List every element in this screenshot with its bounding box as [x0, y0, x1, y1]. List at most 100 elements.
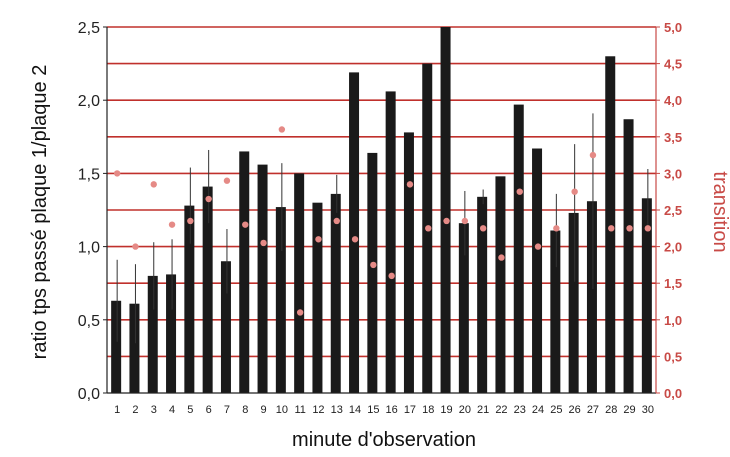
- bar: [239, 151, 250, 393]
- left-tick-label: 1,0: [78, 240, 100, 257]
- x-tick-label: 19: [440, 404, 452, 416]
- x-tick-label: 9: [260, 404, 266, 416]
- transition-point: [168, 221, 176, 228]
- x-tick-label: 10: [276, 404, 288, 416]
- x-tick-label: 23: [514, 404, 526, 416]
- bar: [605, 56, 616, 393]
- bar: [275, 207, 286, 393]
- right-tick-label: 0,5: [664, 349, 682, 364]
- y-axis-right-label: transition: [709, 171, 730, 252]
- transition-point: [223, 177, 231, 184]
- transition-point: [242, 221, 249, 228]
- x-tick-label: 30: [642, 404, 654, 416]
- bar: [184, 205, 195, 393]
- y-axis-left-label: ratio tps passé plaque 1/plaque 2: [29, 65, 51, 360]
- transition-point: [425, 225, 432, 232]
- bar: [440, 27, 451, 393]
- bar: [257, 164, 268, 393]
- x-tick-labels: 1 2 3 4 5 6 7 8 9 10 11 12 13 14 15 16 17 18 19 20 21 22 23 24 2…: [114, 404, 654, 416]
- transition-point: [315, 236, 322, 243]
- transition-points: [113, 126, 652, 316]
- bar: [220, 261, 231, 393]
- x-tick-label: 14: [349, 404, 361, 416]
- right-tick-label: 3,0: [664, 166, 682, 181]
- x-tick-label: 15: [367, 404, 379, 416]
- right-tick-labels: 0,0 0,5 1,0 1,5 2,0 2,5 3,0 3,5 4,0 4,5 5,0: [656, 20, 682, 401]
- left-tick-labels: 0,0 0,5 1,0 1,5 2,0 2,5: [78, 20, 107, 403]
- transition-point: [132, 243, 139, 250]
- x-tick-label: 2: [132, 404, 138, 416]
- bar: [568, 212, 579, 393]
- right-tick-label: 4,0: [664, 93, 682, 108]
- x-tick-label: 18: [422, 404, 434, 416]
- bar: [403, 132, 414, 393]
- x-tick-label: 8: [242, 404, 248, 416]
- left-tick-label: 2,5: [78, 20, 100, 37]
- bar: [349, 72, 360, 393]
- left-tick-label: 2,0: [78, 93, 100, 110]
- right-tick-label: 2,0: [664, 240, 682, 255]
- right-tick-label: 5,0: [664, 20, 682, 35]
- right-tick-label: 2,5: [664, 203, 682, 218]
- bar: [294, 173, 305, 393]
- x-tick-label: 27: [587, 404, 599, 416]
- x-tick-label: 16: [386, 404, 398, 416]
- transition-point: [388, 272, 395, 280]
- bar: [129, 303, 140, 393]
- transition-point: [406, 181, 414, 188]
- bar: [330, 193, 341, 393]
- x-tick-label: 17: [404, 404, 416, 416]
- transition-point: [113, 170, 121, 177]
- transition-point: [278, 126, 286, 133]
- left-tick-label: 0,5: [78, 313, 100, 330]
- transition-point: [205, 195, 212, 203]
- bar: [477, 196, 488, 393]
- transition-point: [187, 217, 194, 225]
- bar: [385, 91, 396, 393]
- x-tick-label: 6: [206, 404, 212, 416]
- x-tick-label: 13: [331, 404, 343, 416]
- transition-point: [150, 181, 157, 188]
- bar: [166, 274, 177, 393]
- gridlines: [107, 26, 656, 358]
- x-axis-label: minute d'observation: [292, 429, 476, 451]
- x-tick-label: 20: [459, 404, 471, 416]
- transition-point: [516, 188, 523, 195]
- transition-point: [479, 225, 487, 232]
- bar: [550, 230, 561, 393]
- x-tick-label: 26: [569, 404, 581, 416]
- x-tick-label: 3: [151, 404, 157, 416]
- transition-point: [534, 243, 542, 250]
- right-tick-label: 1,5: [664, 276, 682, 291]
- bar: [367, 152, 378, 393]
- left-tick-label: 1,5: [78, 166, 100, 183]
- transition-point: [296, 309, 304, 316]
- x-tick-label: 21: [477, 404, 489, 416]
- bar: [623, 119, 634, 394]
- bars: [111, 27, 652, 394]
- right-tick-label: 1,0: [664, 313, 682, 328]
- bar: [147, 275, 158, 393]
- transition-point: [260, 239, 267, 247]
- x-tick-label: 7: [224, 404, 230, 416]
- x-tick-label: 28: [605, 404, 617, 416]
- x-tick-label: 1: [114, 404, 120, 416]
- bar: [641, 198, 652, 393]
- transition-point: [553, 225, 560, 232]
- x-tick-label: 5: [187, 404, 193, 416]
- x-tick-label: 11: [294, 404, 305, 416]
- bar: [495, 176, 506, 393]
- transition-point: [608, 225, 615, 232]
- bar: [586, 201, 597, 393]
- transition-point: [498, 254, 505, 261]
- transition-point: [351, 236, 359, 243]
- x-tick-label: 12: [312, 404, 324, 416]
- x-tick-label: 22: [495, 404, 507, 416]
- x-tick-label: 24: [532, 404, 544, 416]
- bar: [458, 223, 469, 393]
- transition-point: [443, 217, 450, 225]
- transition-point: [589, 151, 597, 159]
- x-tick-label: 4: [169, 404, 175, 416]
- right-tick-label: 3,5: [664, 130, 682, 145]
